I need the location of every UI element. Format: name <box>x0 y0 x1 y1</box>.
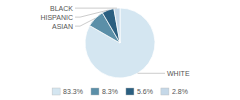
pie: WHITE ASIAN HISPANIC BLACK <box>40 5 189 78</box>
category-label: HISPANIC <box>40 14 73 21</box>
legend-swatch <box>52 88 60 95</box>
category-label: WHITE <box>167 70 190 77</box>
legend-label: 5.6% <box>137 88 153 95</box>
legend-swatch <box>161 88 169 95</box>
legend-label: 2.8% <box>172 88 188 95</box>
legend-swatch <box>91 88 99 95</box>
category-label: BLACK <box>50 5 73 12</box>
legend-item: 2.8% <box>161 88 188 95</box>
leader-line <box>75 10 108 17</box>
leader-line <box>138 73 165 74</box>
pie-slice <box>85 8 155 78</box>
legend-item: 83.3% <box>52 88 83 95</box>
legend-swatch <box>126 88 134 95</box>
legend-item: 5.6% <box>126 88 153 95</box>
leader-line <box>75 18 95 26</box>
chart: WHITE ASIAN HISPANIC BLACK 83.3% 8.3% 5.6% 2.8% <box>0 0 240 100</box>
pie-slice <box>114 8 120 43</box>
category-label: ASIAN <box>52 23 73 30</box>
legend: 83.3% 8.3% 5.6% 2.8% <box>52 88 188 95</box>
legend-label: 8.3% <box>102 88 118 95</box>
pie-slice <box>102 9 120 43</box>
legend-item: 8.3% <box>91 88 118 95</box>
legend-label: 83.3% <box>63 88 83 95</box>
leader-line <box>75 8 117 9</box>
